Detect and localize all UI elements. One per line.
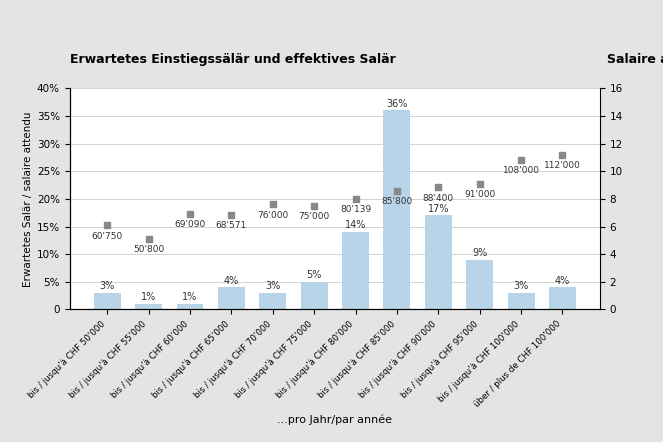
Text: 75'000: 75'000 [298, 212, 330, 221]
Bar [93, 293, 121, 309]
X-axis label: ...pro Jahr/par année: ...pro Jahr/par année [277, 415, 392, 425]
Bar [508, 293, 534, 309]
Y-axis label: Erwartetes Salär / salaire attendu: Erwartetes Salär / salaire attendu [23, 111, 32, 287]
Text: 5%: 5% [306, 270, 322, 280]
Point [267, 201, 278, 208]
Text: 14%: 14% [345, 221, 366, 230]
Bar [259, 293, 286, 309]
Text: 3%: 3% [265, 281, 280, 291]
Point [309, 202, 320, 210]
Text: 91'000: 91'000 [464, 190, 495, 199]
Point [474, 180, 485, 187]
Bar [218, 287, 245, 309]
Text: 1%: 1% [141, 292, 156, 302]
Point [516, 156, 526, 164]
Bar [176, 304, 204, 309]
Text: 50'800: 50'800 [133, 245, 164, 255]
Bar [135, 304, 162, 309]
Point [557, 151, 568, 158]
Text: 60'750: 60'750 [91, 232, 123, 241]
Text: 4%: 4% [223, 276, 239, 286]
Text: Salaire attendu et sa: Salaire attendu et sa [607, 53, 663, 66]
Point [350, 195, 361, 202]
Point [185, 210, 196, 217]
Text: 76'000: 76'000 [257, 211, 288, 220]
Bar [549, 287, 576, 309]
Bar [342, 232, 369, 309]
Bar [466, 259, 493, 309]
Text: 88'400: 88'400 [423, 194, 454, 202]
Bar [383, 110, 410, 309]
Text: 9%: 9% [472, 248, 487, 258]
Point [392, 187, 402, 194]
Text: 3%: 3% [99, 281, 115, 291]
Text: 112'000: 112'000 [544, 161, 581, 170]
Point [143, 236, 154, 243]
Text: 1%: 1% [182, 292, 198, 302]
Text: 68'571: 68'571 [215, 221, 247, 230]
Text: 17%: 17% [428, 204, 449, 214]
Point [226, 211, 237, 218]
Bar [425, 215, 452, 309]
Text: 80'139: 80'139 [340, 205, 371, 214]
Text: 69'090: 69'090 [174, 220, 206, 229]
Text: 3%: 3% [513, 281, 528, 291]
Text: 85'800: 85'800 [381, 197, 412, 206]
Point [102, 222, 113, 229]
Text: 4%: 4% [555, 276, 570, 286]
Bar [300, 282, 328, 309]
Point [433, 184, 444, 191]
Text: 36%: 36% [387, 99, 408, 109]
Text: 108'000: 108'000 [503, 167, 540, 175]
Text: Erwartetes Einstiegssälär und effektives Salär: Erwartetes Einstiegssälär und effektives… [70, 53, 395, 66]
